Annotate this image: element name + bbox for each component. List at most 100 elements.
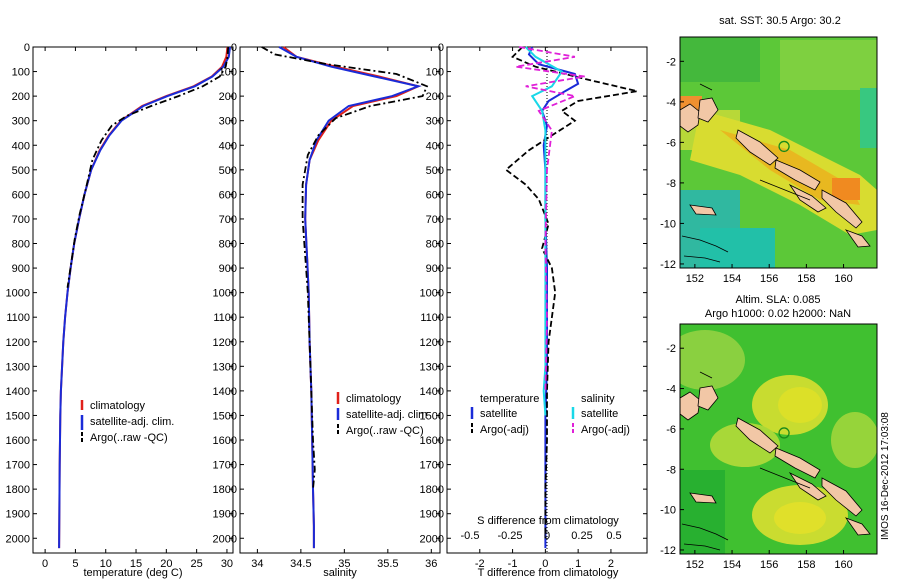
coastline (759, 179, 811, 201)
legend-argo-label: Argo(..raw -QC) (346, 425, 424, 437)
coastline (681, 235, 729, 253)
x-tick-label: 36 (425, 558, 437, 570)
y-tick-label: 800 (12, 239, 30, 251)
series-line-satellite-adj-clim (278, 46, 422, 549)
lon-tick-label: 152 (686, 559, 704, 571)
x-tick-label: 5 (72, 558, 78, 570)
land-polygon (844, 517, 871, 536)
lat-tick-label: -4 (666, 384, 676, 396)
x-tick-label: 2 (608, 558, 614, 570)
lon-tick-label: 158 (797, 273, 815, 285)
y-tick-label: 700 (12, 214, 30, 226)
x-tick-label: -1 (508, 558, 518, 570)
y-tick-label: 1700 (213, 460, 237, 472)
sst-coastline (681, 83, 811, 263)
y-tick-label: 300 (426, 116, 444, 128)
land-polygon (788, 471, 827, 501)
y-tick-label: 300 (219, 116, 237, 128)
land-polygon (844, 229, 871, 248)
y-tick-label: 600 (12, 189, 30, 201)
land-polygon (689, 492, 717, 504)
land-polygon (735, 129, 779, 166)
sla-map-panel: Altim. SLA: 0.085 Argo h1000: 0.02 h2000… (660, 294, 878, 571)
series-line-satellite-adj-clim (58, 46, 231, 549)
land-polygon (680, 391, 701, 421)
lat-tick-label: -6 (666, 424, 676, 436)
legend-climatology-label: climatology (346, 393, 402, 405)
lon-tick-label: 156 (760, 559, 778, 571)
legend-salinity-title: salinity (581, 393, 615, 405)
temperature-series (58, 46, 231, 549)
y-tick-label: 1600 (6, 435, 30, 447)
y-tick-label: 1400 (213, 386, 237, 398)
sst-map-title: sat. SST: 30.5 Argo: 30.2 (719, 15, 841, 27)
y-tick-label: 400 (12, 140, 30, 152)
land-polygon (735, 417, 779, 454)
land-polygon (697, 97, 719, 123)
legend-climatology-label: climatology (90, 400, 146, 412)
lat-tick-label: -2 (666, 56, 676, 68)
imos-timestamp: IMOS 16-Dec-2012 17:03:08 (880, 412, 891, 540)
y-tick-label: 1400 (420, 386, 444, 398)
land-polygon (774, 159, 821, 191)
y-tick-label: 2000 (6, 533, 30, 545)
s-tick-label: -0.5 (461, 530, 480, 542)
lat-tick-label: -4 (666, 97, 676, 109)
y-tick-label: 700 (426, 214, 444, 226)
y-tick-label: 1900 (6, 509, 30, 521)
y-tick-label: 1700 (420, 460, 444, 472)
sla-anomaly (680, 330, 745, 390)
salinity-x-ticks: 34 34.5 35 35.5 36 (251, 47, 437, 570)
sst-map-panel: sat. SST: 30.5 Argo: 30.2 (660, 15, 878, 285)
sla-map-ticks: 152 154 156 158 160 -2 -4 -6 -8 -10 -12 (660, 343, 853, 571)
y-tick-label: 0 (24, 42, 30, 54)
y-tick-label: 1300 (213, 361, 237, 373)
lat-tick-label: -8 (666, 464, 676, 476)
y-tick-label: 1800 (6, 484, 30, 496)
coastline (699, 371, 713, 379)
x-tick-label: 15 (130, 558, 142, 570)
salinity-panel: 0100200300400500600700800900100011001200… (213, 42, 441, 579)
coastline (681, 523, 729, 541)
y-tick-label: 1800 (420, 484, 444, 496)
difference-y-ticks: 0 100 200 300 400 500 600 700 800 900 1000 1100 1200… (420, 42, 647, 545)
y-tick-label: 1400 (6, 386, 30, 398)
y-tick-label: 1600 (213, 435, 237, 447)
y-tick-label: 1200 (213, 337, 237, 349)
y-tick-label: 1600 (420, 435, 444, 447)
temperature-panel: 0100200300400500600700800900100011001200… (6, 42, 234, 579)
land-polygon (821, 189, 863, 229)
sla-land (680, 385, 871, 536)
s-difference-ticklabels: -0.5 -0.25 0 0.25 0.5 (461, 530, 622, 542)
argo-float-marker (778, 140, 790, 153)
y-tick-label: 600 (426, 189, 444, 201)
y-tick-label: 1300 (6, 361, 30, 373)
y-tick-label: 1800 (213, 484, 237, 496)
difference-legend: temperature satellite Argo(-adj) salinit… (470, 393, 630, 436)
y-tick-label: 900 (219, 263, 237, 275)
lon-tick-label: 158 (797, 559, 815, 571)
y-tick-label: 200 (219, 91, 237, 103)
legend-temperature-title: temperature (480, 393, 539, 405)
y-tick-label: 1100 (213, 312, 237, 324)
legend-satellite-label: satellite-adj. clim. (90, 416, 174, 428)
y-tick-label: 1300 (420, 361, 444, 373)
salinity-xlabel: salinity (323, 567, 357, 579)
y-tick-label: 1500 (6, 410, 30, 422)
difference-x-ticks: -2 -1 0 1 2 (475, 47, 614, 570)
lat-tick-label: -10 (660, 218, 676, 230)
s-tick-label: 0.25 (571, 530, 592, 542)
sla-anomaly (831, 412, 877, 468)
y-tick-label: 600 (219, 189, 237, 201)
sst-cell (680, 37, 760, 82)
y-tick-label: 800 (426, 239, 444, 251)
y-tick-label: 300 (12, 116, 30, 128)
temperature-xlabel: temperature (deg C) (83, 567, 182, 579)
y-tick-label: 200 (12, 91, 30, 103)
x-tick-label: 34 (251, 558, 263, 570)
sla-anomaly (774, 502, 826, 534)
temperature-legend: climatology satellite-adj. clim. Argo(..… (80, 400, 174, 444)
series-line-satellite-t (527, 46, 580, 549)
lon-tick-label: 160 (834, 559, 852, 571)
